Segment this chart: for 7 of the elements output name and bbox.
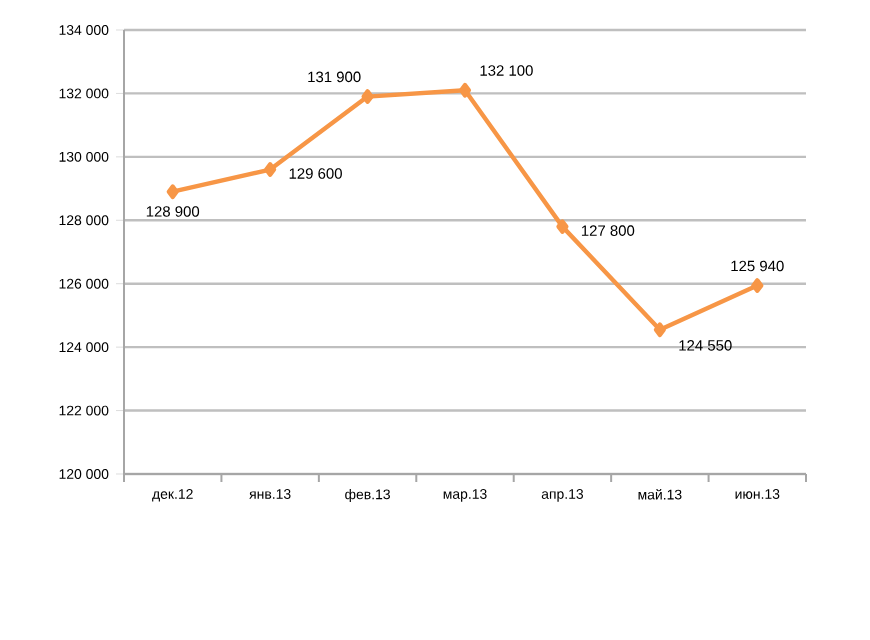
point (361, 89, 374, 104)
point (458, 82, 472, 98)
point (166, 184, 179, 200)
point (653, 322, 666, 338)
point (264, 162, 277, 177)
point (751, 278, 764, 293)
point (556, 219, 569, 234)
